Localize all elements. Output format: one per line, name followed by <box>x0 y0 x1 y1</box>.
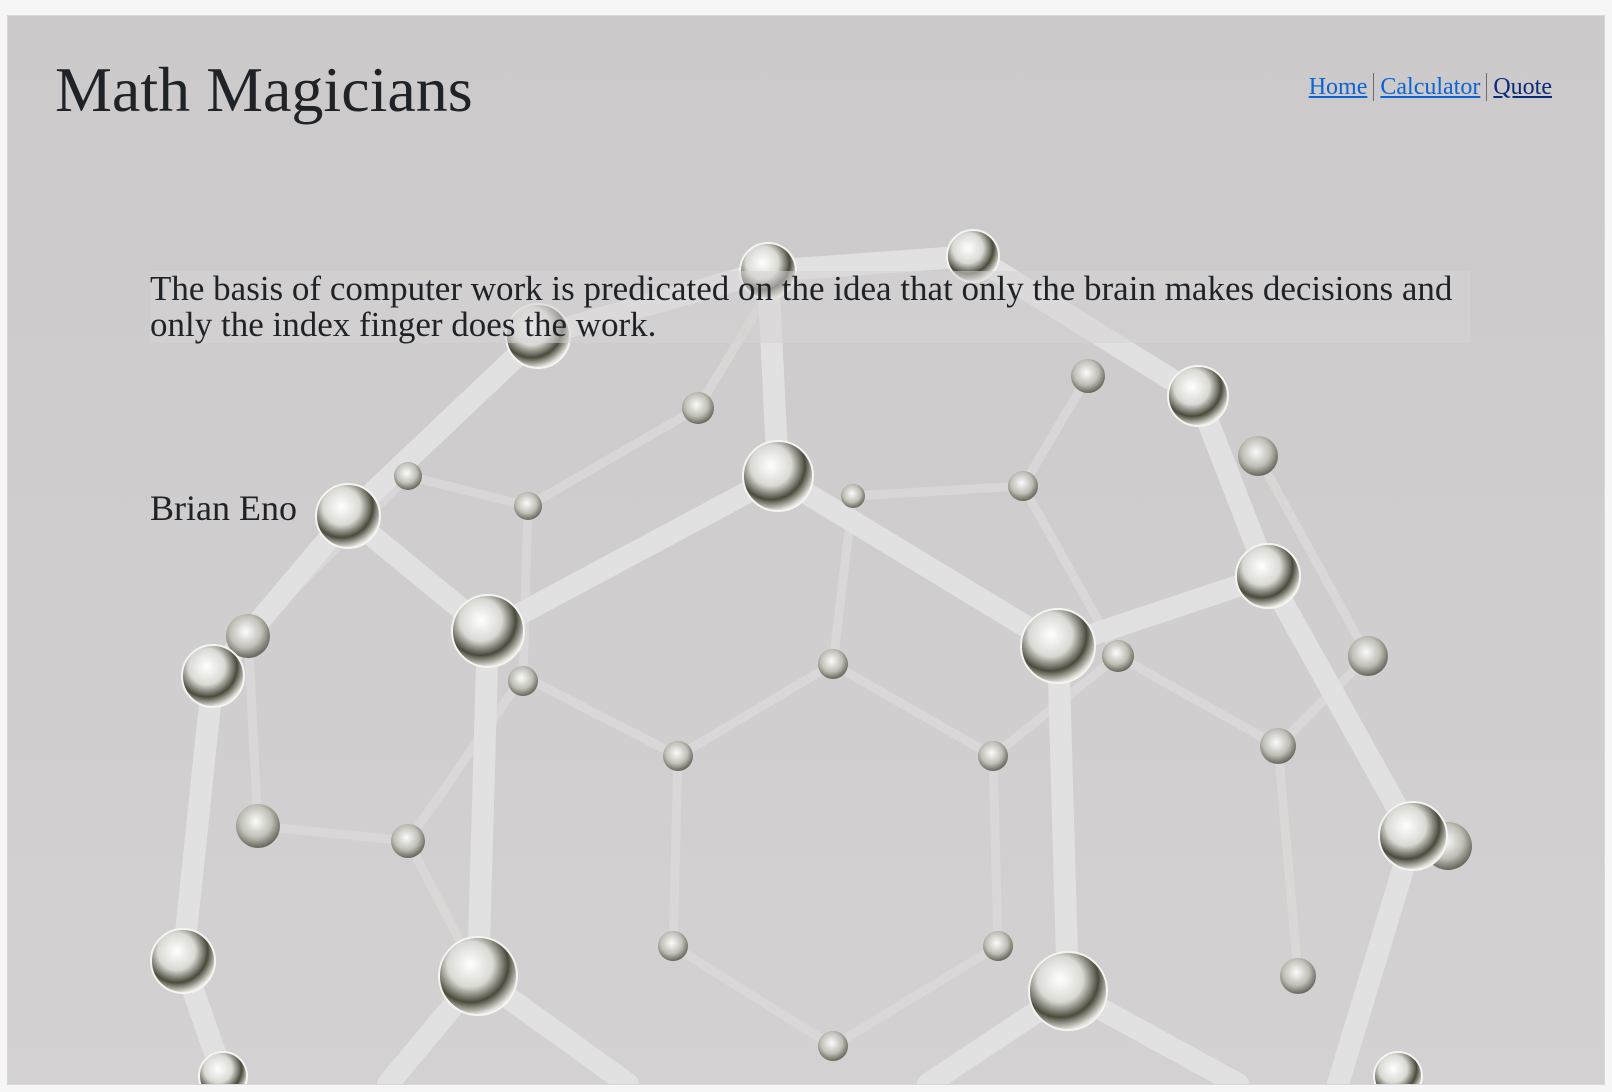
nav-divider <box>1486 73 1488 101</box>
nav-link-calculator[interactable]: Calculator <box>1380 74 1481 100</box>
nav-link-home[interactable]: Home <box>1308 74 1368 100</box>
quote-author: Brian Eno <box>150 488 297 528</box>
molecule-structure-icon <box>8 16 1604 1084</box>
quote-block: The basis of computer work is predicated… <box>150 271 1470 343</box>
site-title: Math Magicians <box>55 54 473 125</box>
nav-divider <box>1373 73 1375 101</box>
app-window: Math Magicians Home Calculator Quote The… <box>7 15 1605 1085</box>
page-header: Math Magicians Home Calculator Quote <box>8 16 1604 156</box>
quote-text: The basis of computer work is predicated… <box>150 271 1470 343</box>
nav-link-quote[interactable]: Quote <box>1493 74 1552 100</box>
main-nav: Home Calculator Quote <box>1303 72 1558 102</box>
